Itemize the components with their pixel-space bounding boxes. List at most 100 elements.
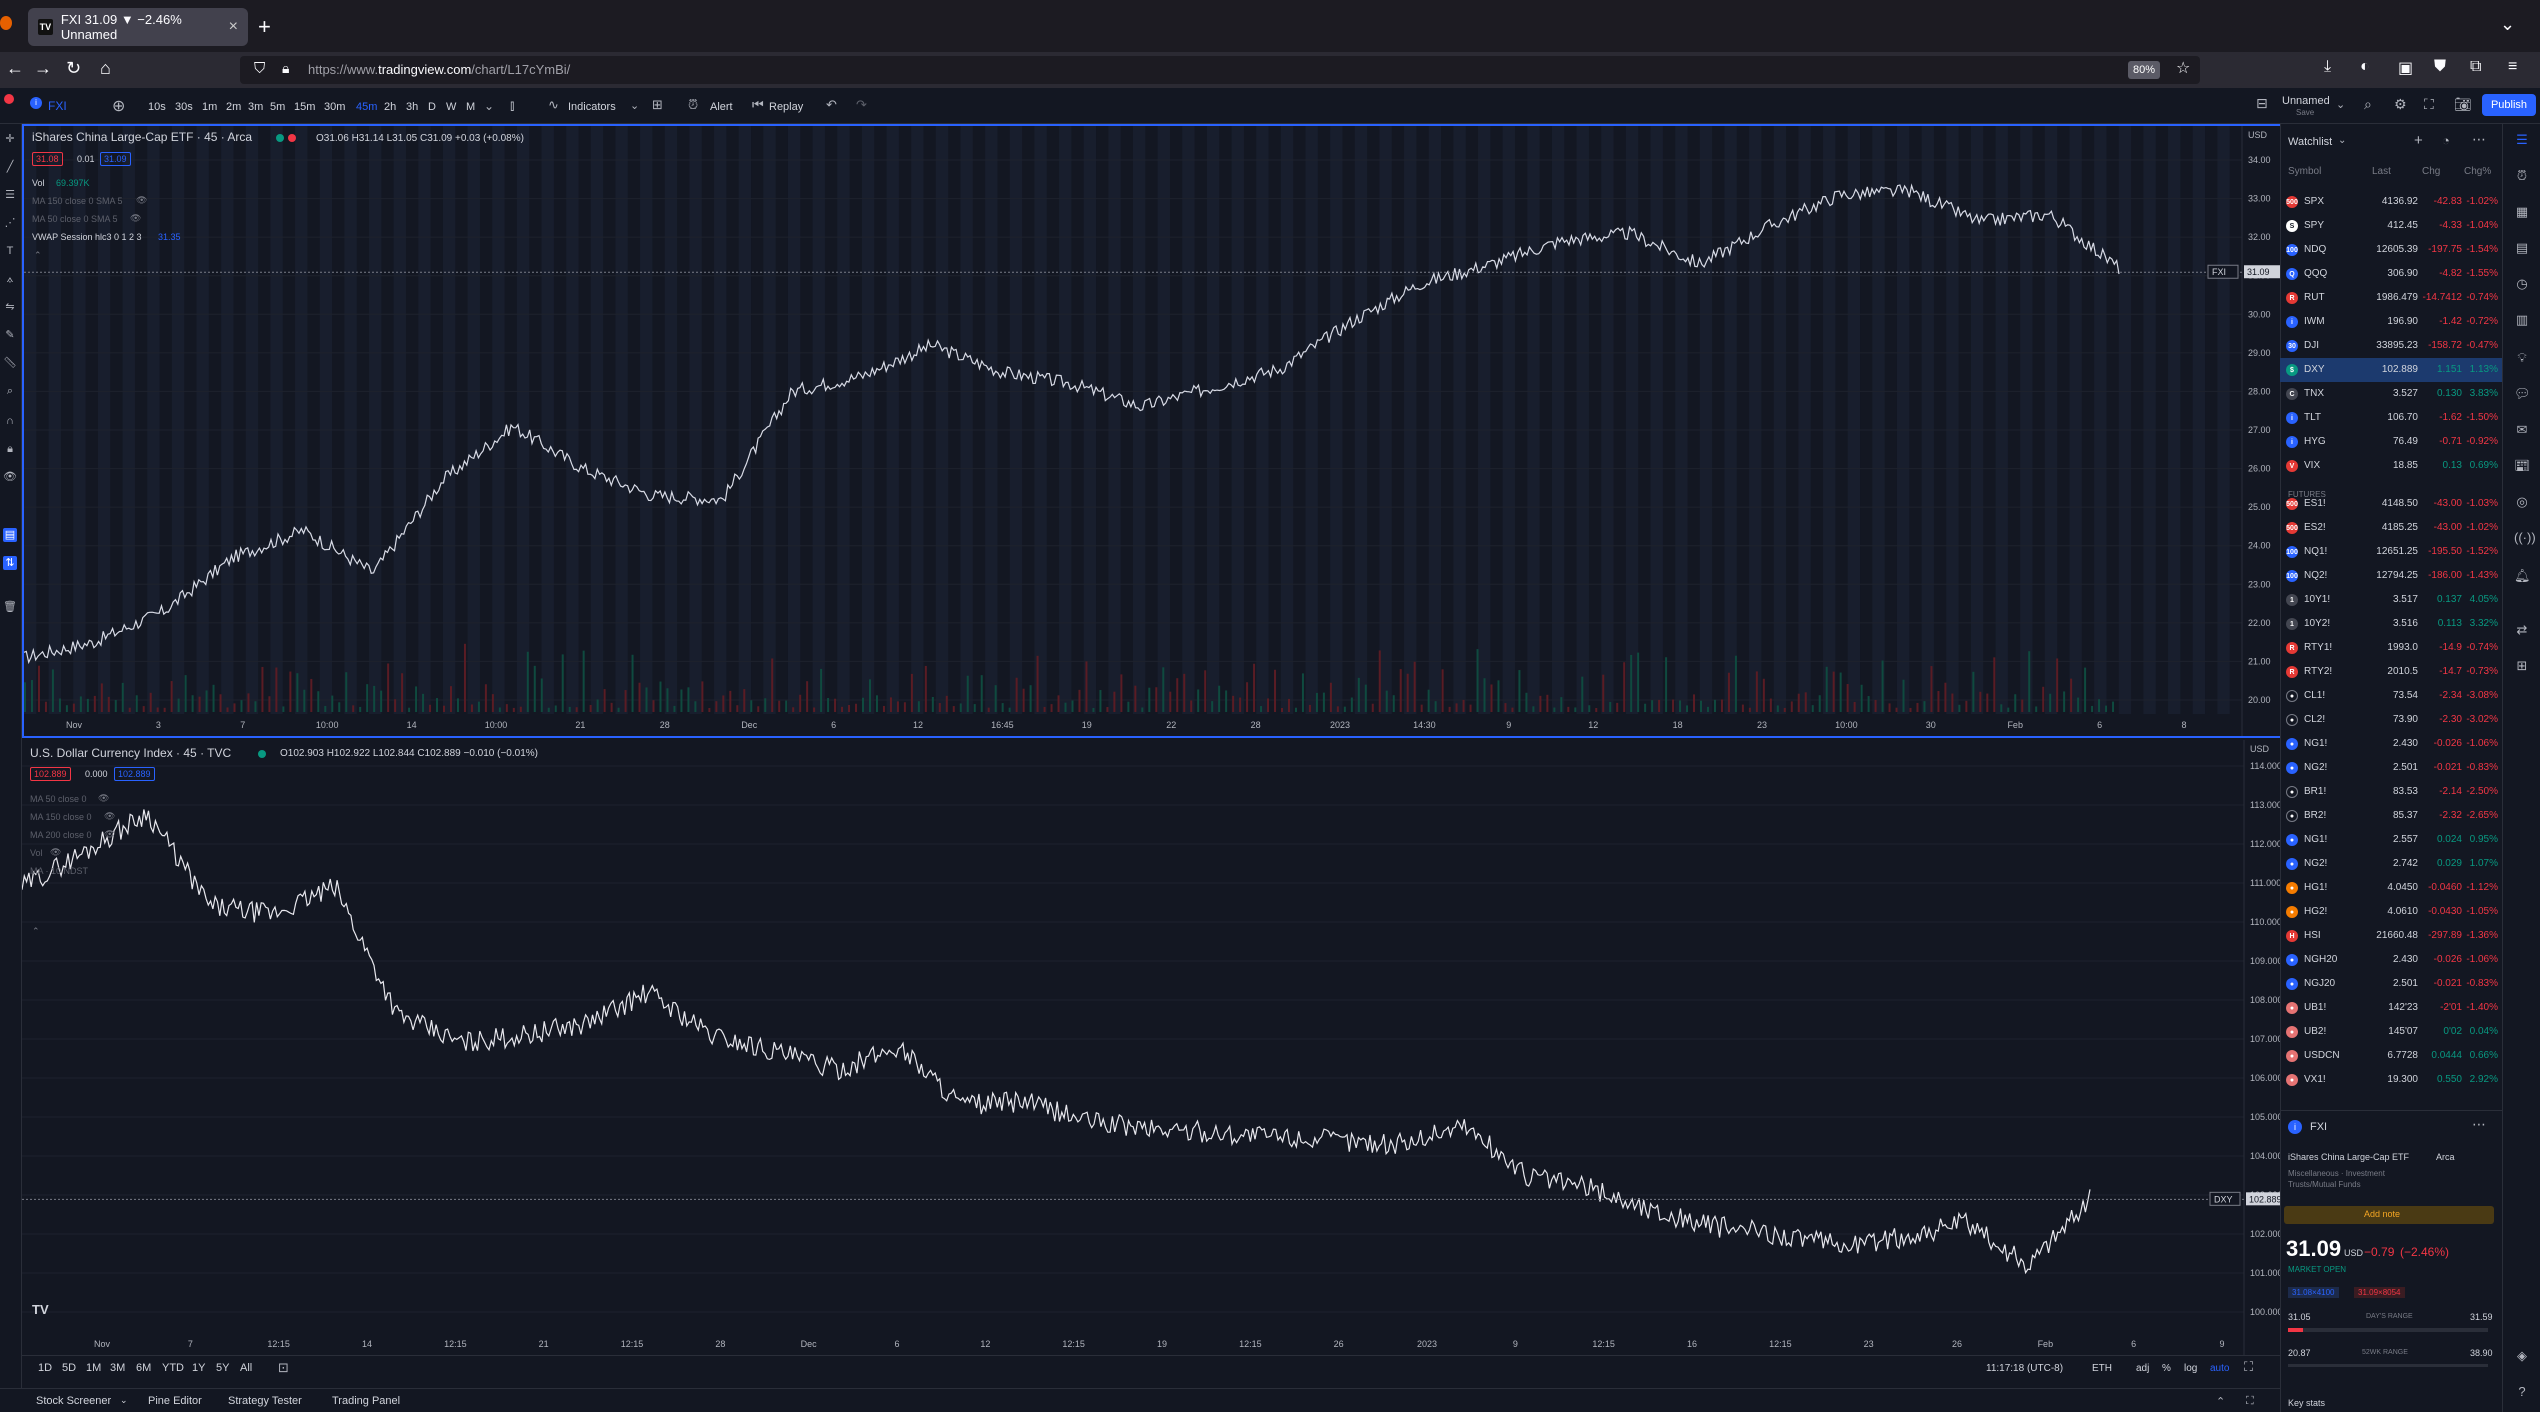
tab-stock-screener[interactable]: Stock Screener <box>36 1395 112 1407</box>
fullscreen-icon[interactable]: ⛶ <box>2424 96 2434 112</box>
watchlist-row[interactable]: ● HG2! 4.0610 -0.0430 -1.05% <box>2280 900 2502 924</box>
publish-button[interactable]: Publish <box>2482 94 2536 116</box>
pane2-ask[interactable]: 102.889 <box>114 767 155 781</box>
pane2-indicator-ndst[interactable]: MA · 10 NDST <box>30 866 89 876</box>
add-symbol-icon[interactable]: + <box>2414 132 2423 149</box>
chart-pane-fxi[interactable]: 34.0033.0032.0031.0030.0029.0028.0027.00… <box>22 124 2292 738</box>
range-1d[interactable]: 1D <box>38 1362 53 1374</box>
timeframe-3m[interactable]: 3m <box>248 101 264 113</box>
pane1-ask[interactable]: 31.09 <box>100 152 131 166</box>
timeframe-30s[interactable]: 30s <box>175 101 193 113</box>
price-line[interactable] <box>24 183 2120 665</box>
window-menu-chevron-icon[interactable]: ⌄ <box>2500 14 2516 34</box>
collapse-legend-icon[interactable]: ⌃ <box>34 250 42 260</box>
timeframe-30m[interactable]: 30m <box>324 101 346 113</box>
col-header-chgpct[interactable]: Chg% <box>2464 166 2492 177</box>
col-header-chg[interactable]: Chg <box>2422 166 2441 177</box>
bookmark-star-icon[interactable]: ☆ <box>2176 60 2191 77</box>
text-icon[interactable]: T <box>6 245 14 257</box>
ask-pill[interactable]: 31.09×8054 <box>2354 1287 2405 1298</box>
notifications-icon[interactable]: 🔔︎ <box>2514 568 2531 583</box>
key-stats-heading[interactable]: Key stats <box>2288 1398 2326 1408</box>
details-name[interactable]: iShares China Large-Cap ETF <box>2288 1152 2410 1162</box>
close-tab-icon[interactable]: × <box>228 18 238 35</box>
camera-snapshot-icon[interactable]: 📷︎ <box>2454 96 2472 112</box>
zoom-icon[interactable]: ⌕ <box>6 385 14 397</box>
watchlist-row[interactable]: Q QQQ 306.90 -4.82 -1.55% <box>2280 262 2502 286</box>
compare-add-icon[interactable]: ⊕ <box>112 98 126 115</box>
hide-eye-icon[interactable]: 👁︎ <box>50 847 62 857</box>
pane1-bid[interactable]: 31.08 <box>32 152 63 166</box>
pane1-vwap-label[interactable]: VWAP Session hlc3 0 1 2 3 <box>32 232 142 242</box>
shield-icon[interactable]: ⛉ <box>254 60 266 77</box>
range-5d[interactable]: 5D <box>62 1362 77 1374</box>
log-toggle[interactable]: log <box>2184 1363 2198 1374</box>
url-bar[interactable] <box>240 56 2200 84</box>
menu-icon[interactable]: ≡ <box>2508 58 2518 75</box>
range-1m[interactable]: 1M <box>86 1362 102 1374</box>
tab-trading-panel[interactable]: Trading Panel <box>332 1395 401 1407</box>
watchlist-row[interactable]: ● NGJ20 2.501 -0.021 -0.83% <box>2280 972 2502 996</box>
pane2-bid[interactable]: 102.889 <box>30 767 71 781</box>
percent-toggle[interactable]: % <box>2162 1363 2171 1374</box>
calendar-icon[interactable]: ◷ <box>2516 276 2528 291</box>
timeframe-M[interactable]: M <box>466 101 476 113</box>
symbol-search[interactable]: FXI <box>48 99 67 113</box>
watchlist-row[interactable]: ● NG1! 2.557 0.024 0.95% <box>2280 828 2502 852</box>
collapse-legend-icon[interactable]: ⌃ <box>32 926 40 936</box>
adj-toggle[interactable]: adj <box>2136 1363 2150 1374</box>
maximize-panel-icon[interactable]: ⛶ <box>2246 1395 2254 1407</box>
back-icon[interactable]: ← <box>6 58 24 78</box>
url-text[interactable]: https://www.tradingview.com/chart/L17cYm… <box>308 62 571 77</box>
watchlist-row[interactable]: $ DXY 102.889 1.151 1.13% <box>2280 358 2502 382</box>
timeframe-10s[interactable]: 10s <box>148 101 166 113</box>
clock-time[interactable]: 11:17:18 (UTC-8) <box>1986 1363 2064 1374</box>
ideas-icon[interactable]: 💡︎ <box>2517 350 2527 365</box>
watchlist-row[interactable]: S SPY 412.45 -4.33 -1.04% <box>2280 214 2502 238</box>
reload-icon[interactable]: ↻ <box>66 58 82 78</box>
timeframe-5m[interactable]: 5m <box>270 101 286 113</box>
hotlists-icon[interactable]: ▤ <box>2515 240 2529 255</box>
timeframe-45m[interactable]: 45m <box>356 101 378 113</box>
watchlist-title[interactable]: Watchlist <box>2288 136 2333 148</box>
watchlist-row[interactable]: ● BR2! 85.37 -2.32 -2.65% <box>2280 804 2502 828</box>
calculator-icon[interactable]: ▥ <box>2515 312 2529 327</box>
brush-icon[interactable]: ✎ <box>5 329 15 341</box>
sync-icon[interactable]: ⇅ <box>3 556 17 570</box>
watchlist-row[interactable]: V VIX 18.85 0.13 0.69% <box>2280 454 2502 478</box>
watchlist-row[interactable]: ● USDCN 6.7728 0.0444 0.66% <box>2280 1044 2502 1068</box>
layers-icon[interactable]: ◈ <box>2517 1348 2527 1363</box>
hide-eye-icon[interactable]: 👁︎ <box>104 811 116 821</box>
watchlist-row[interactable]: ● NG2! 2.742 0.029 1.07% <box>2280 852 2502 876</box>
watchlist-icon[interactable]: ☰ <box>2516 132 2528 147</box>
streams-icon[interactable]: ◎ <box>2516 494 2528 509</box>
layout-dropdown-icon[interactable]: ⌄ <box>2336 99 2346 111</box>
fib-icon[interactable]: ⋰ <box>4 217 16 229</box>
hide-eye-icon[interactable]: 👁︎ <box>130 213 142 223</box>
data-window-icon[interactable]: ▦ <box>2515 204 2529 219</box>
timeframe-D[interactable]: D <box>428 101 436 113</box>
alerts-icon[interactable]: ⏰︎ <box>2516 168 2528 183</box>
watchlist-dropdown-icon[interactable]: ⌄ <box>2338 135 2347 146</box>
pane2-indicator-ma150[interactable]: MA 150 close 0 <box>30 812 92 822</box>
watchlist-row[interactable]: 500 ES1! 4148.50 -43.00 -1.03% <box>2280 492 2502 516</box>
auto-toggle[interactable]: auto <box>2210 1363 2230 1374</box>
home-icon[interactable]: ⌂ <box>100 58 111 78</box>
timeframe-3h[interactable]: 3h <box>406 101 419 113</box>
watchlist-row[interactable]: ● VX1! 19.300 0.550 2.92% <box>2280 1068 2502 1092</box>
magnet-icon[interactable]: ∩ <box>6 415 14 427</box>
watchlist-row[interactable]: ● NGH20 2.430 -0.026 -1.06% <box>2280 948 2502 972</box>
account-icon[interactable]: ◐ <box>2360 58 2370 75</box>
watchlist-row[interactable]: R RTY2! 2010.5 -14.7 -0.73% <box>2280 660 2502 684</box>
pane1-indicator-ma50[interactable]: MA 50 close 0 SMA 5 <box>32 214 118 224</box>
object-tree-icon[interactable]: ▤ <box>3 528 17 542</box>
watchlist-row[interactable]: 100 NQ1! 12651.25 -195.50 -1.52% <box>2280 540 2502 564</box>
fullscreen-pane-icon[interactable]: ⛶ <box>2244 1359 2254 1374</box>
fxi-price-chart[interactable]: 34.0033.0032.0031.0030.0029.0028.0027.00… <box>24 126 2290 736</box>
vpn-icon[interactable]: ⛊ <box>2434 58 2447 75</box>
timeframe-2h[interactable]: 2h <box>384 101 397 113</box>
more-options-icon[interactable]: ⋯ <box>2472 131 2486 147</box>
session-toggle[interactable]: ETH <box>2092 1363 2112 1374</box>
details-more-icon[interactable]: ⋯ <box>2472 1116 2486 1132</box>
range-5y[interactable]: 5Y <box>216 1362 230 1374</box>
